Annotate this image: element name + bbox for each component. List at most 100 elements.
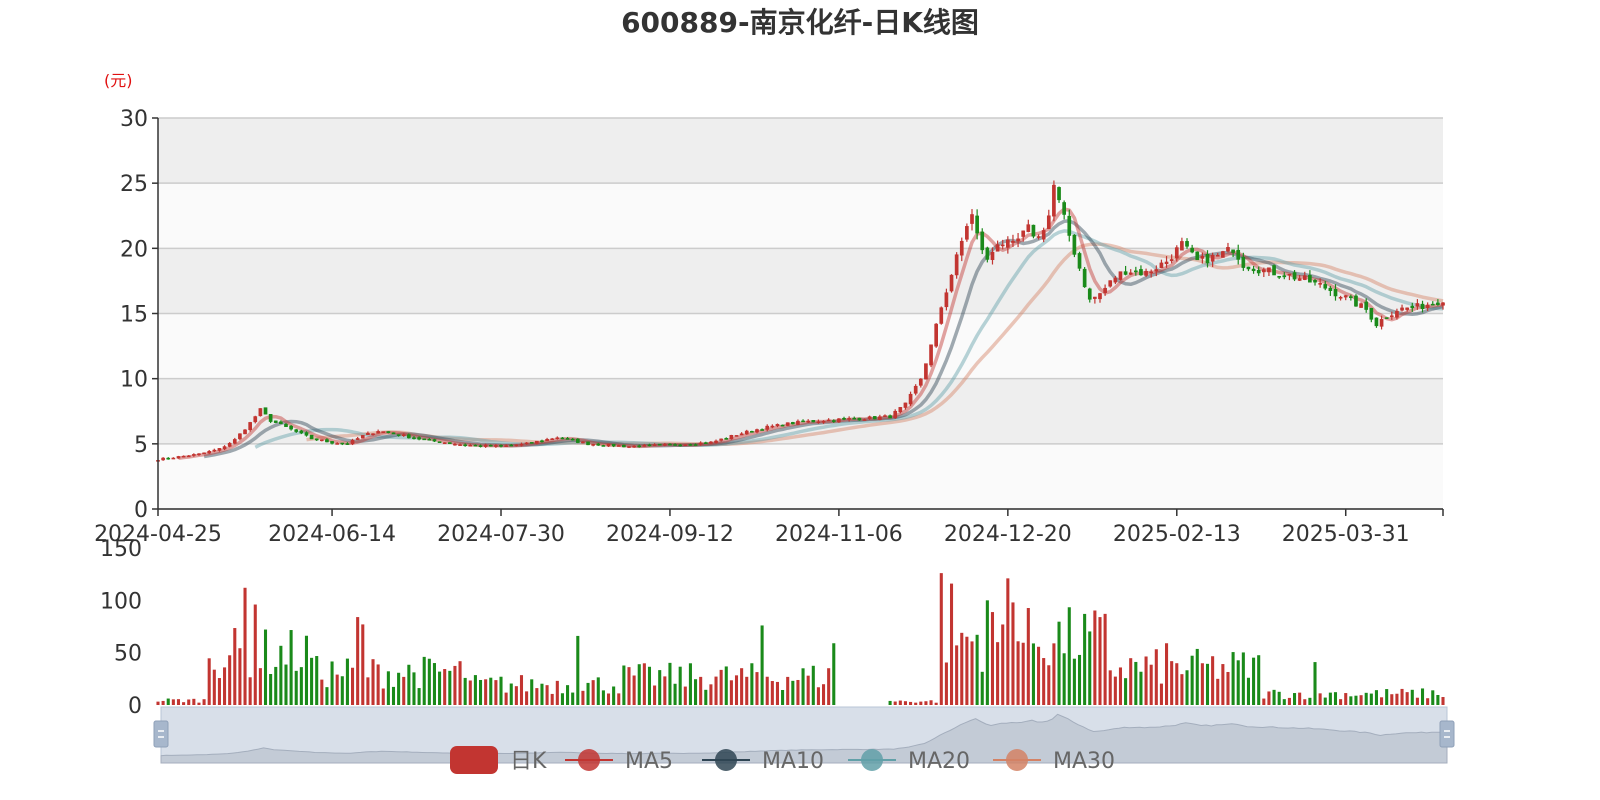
candle[interactable] [519,442,524,447]
volume-bar[interactable] [822,684,826,705]
candle[interactable] [970,209,974,231]
candle[interactable] [1205,250,1210,268]
volume-bar[interactable] [1339,699,1343,705]
candle[interactable] [243,429,247,435]
volume-bar[interactable] [468,680,472,705]
legend-item-ma20[interactable]: MA20 [848,749,970,774]
candle[interactable] [1144,268,1148,278]
candle[interactable] [524,442,529,445]
volume-bar[interactable] [642,663,646,705]
candle[interactable] [796,419,800,426]
candle[interactable] [1185,238,1189,249]
volume-bar[interactable] [888,700,892,705]
candle[interactable] [212,448,217,453]
volume-bar[interactable] [304,635,309,705]
candle[interactable] [1174,245,1179,262]
volume-bar[interactable] [1057,621,1061,705]
volume-bar[interactable] [1016,641,1020,705]
candle[interactable] [1231,249,1235,257]
volume-bar[interactable] [233,628,237,705]
volume-bar[interactable] [816,687,820,705]
candle[interactable] [453,442,457,446]
candle[interactable] [637,444,642,448]
volume-bar[interactable] [750,663,754,705]
volume-bar[interactable] [1211,656,1215,705]
volume-bar[interactable] [601,690,605,705]
volume-bar[interactable] [934,702,938,705]
volume-bar[interactable] [944,662,948,705]
volume-bar[interactable] [1241,652,1245,705]
candle[interactable] [811,420,816,423]
volume-bar[interactable] [509,683,513,705]
candle[interactable] [1415,299,1420,310]
candle[interactable] [396,434,401,437]
volume-bar[interactable] [1165,643,1169,705]
volume-bar[interactable] [1103,613,1107,705]
candle[interactable] [683,444,688,447]
candle[interactable] [1364,298,1369,313]
volume-bar[interactable] [775,681,779,705]
candle[interactable] [1072,234,1077,258]
candle[interactable] [1272,264,1276,276]
candle[interactable] [253,415,258,424]
volume-bar[interactable] [755,672,759,705]
volume-bar[interactable] [965,636,969,705]
volume-bar[interactable] [1415,697,1419,705]
legend-item-ma30[interactable]: MA30 [993,749,1115,774]
volume-bar[interactable] [939,573,943,705]
volume-bar[interactable] [909,701,913,705]
candle[interactable] [488,444,493,447]
candle[interactable] [1267,267,1271,276]
volume-bar[interactable] [801,668,805,705]
candle[interactable] [494,444,498,448]
volume-bar[interactable] [187,699,191,705]
volume-bar[interactable] [980,671,984,705]
candle[interactable] [714,439,718,444]
volume-bar[interactable] [1359,695,1363,705]
candle[interactable] [192,453,196,457]
candle[interactable] [171,457,176,460]
candle[interactable] [1057,186,1061,203]
candle[interactable] [1067,209,1072,242]
volume-bar[interactable] [1385,689,1389,705]
volume-bar[interactable] [699,676,703,705]
volume-bar[interactable] [540,683,544,705]
volume-bar[interactable] [223,667,227,705]
volume-bar[interactable] [1292,693,1297,705]
volume-bar[interactable] [1426,698,1430,705]
volume-bar[interactable] [704,689,708,705]
candle[interactable] [709,441,713,445]
volume-bar[interactable] [581,690,585,705]
volume-bar[interactable] [366,677,370,705]
volume-bar[interactable] [253,604,257,705]
candle[interactable] [1118,271,1123,281]
candle[interactable] [1041,227,1046,243]
candle[interactable] [898,407,903,414]
candle[interactable] [207,450,212,455]
candle[interactable] [1328,285,1333,296]
volume-bar[interactable] [1410,689,1414,705]
candle[interactable] [197,453,201,456]
candle[interactable] [1200,252,1205,264]
candle[interactable] [1389,311,1394,320]
candle[interactable] [765,424,770,432]
volume-bar[interactable] [1098,617,1102,705]
volume-series[interactable] [156,573,1445,705]
candle[interactable] [780,424,785,427]
volume-bar[interactable] [1436,694,1440,705]
candle[interactable] [1195,251,1200,261]
candle[interactable] [703,441,708,444]
volume-bar[interactable] [182,702,186,705]
volume-bar[interactable] [596,677,600,705]
volume-bar[interactable] [1154,649,1158,705]
volume-bar[interactable] [827,668,831,705]
candle[interactable] [202,452,206,455]
candle[interactable] [407,433,411,439]
candle[interactable] [719,438,723,442]
candle[interactable] [959,237,964,262]
volume-bar[interactable] [617,693,621,705]
candle[interactable] [790,421,795,425]
volume-bar[interactable] [781,689,785,705]
volume-bar[interactable] [535,688,539,705]
volume-bar[interactable] [924,701,928,705]
